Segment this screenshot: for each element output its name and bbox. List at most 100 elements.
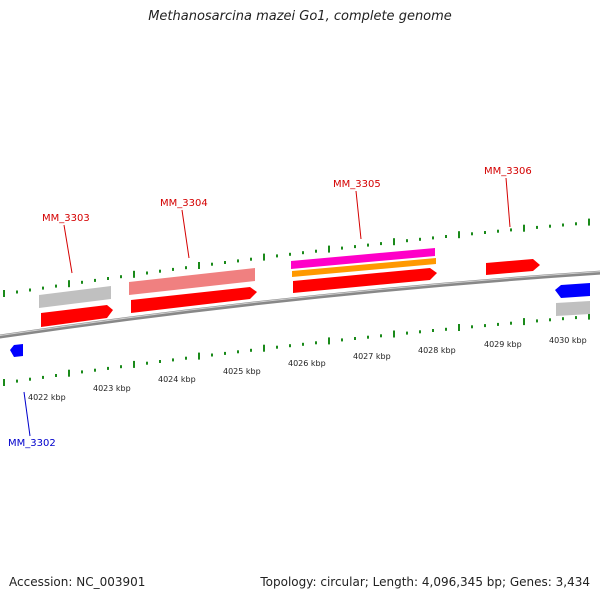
minor-tick xyxy=(432,329,434,332)
minor-tick xyxy=(29,377,31,381)
gene-mm-3303[interactable]: MM_3303 xyxy=(39,213,113,327)
gene-mm-3302[interactable]: MM_3302 xyxy=(8,344,56,449)
minor-tick xyxy=(237,259,239,263)
feature-reverse-cds[interactable] xyxy=(555,283,590,298)
major-tick xyxy=(458,231,460,239)
gene-mm-3306[interactable]: MM_3306 xyxy=(484,166,540,275)
gene-label: MM_3303 xyxy=(42,213,90,224)
minor-tick xyxy=(250,348,252,352)
gene-label-leader xyxy=(63,224,73,274)
major-tick xyxy=(588,218,590,226)
minor-tick xyxy=(497,322,499,326)
feature-orange[interactable] xyxy=(292,258,436,277)
feature-gene[interactable] xyxy=(129,268,255,295)
minor-tick xyxy=(341,338,343,342)
minor-tick xyxy=(211,262,213,266)
minor-tick xyxy=(42,375,44,379)
minor-tick xyxy=(55,284,57,288)
gene-label-leader xyxy=(23,391,31,437)
tick-label: 4030 kbp xyxy=(549,336,587,345)
minor-tick xyxy=(367,335,369,339)
minor-tick xyxy=(549,318,551,322)
major-tick xyxy=(263,344,265,352)
major-tick xyxy=(68,280,70,288)
minor-tick xyxy=(471,325,473,329)
feature-forward-cds[interactable] xyxy=(41,305,113,327)
feature-gene[interactable] xyxy=(39,286,111,308)
tick-label: 4028 kbp xyxy=(418,346,456,355)
minor-tick xyxy=(55,374,57,377)
minor-tick xyxy=(510,321,512,325)
minor-tick xyxy=(276,254,278,258)
minor-tick xyxy=(432,236,434,240)
minor-tick xyxy=(510,228,512,232)
gene-label: MM_3305 xyxy=(333,179,381,190)
minor-tick xyxy=(315,249,317,253)
minor-tick xyxy=(159,269,161,273)
major-tick xyxy=(523,224,525,232)
minor-tick xyxy=(380,242,382,246)
minor-tick xyxy=(16,290,18,294)
minor-tick xyxy=(536,225,538,229)
tick-label: 4026 kbp xyxy=(288,359,326,368)
minor-tick xyxy=(549,224,551,228)
major-tick xyxy=(393,330,395,338)
minor-tick xyxy=(224,261,226,264)
minor-tick xyxy=(42,286,44,290)
map-title: Methanosarcina mazei Go1, complete genom… xyxy=(148,9,452,24)
genome-backbone xyxy=(0,270,600,339)
minor-tick xyxy=(94,368,96,372)
genome-summary-text: Topology: circular; Length: 4,096,345 bp… xyxy=(260,575,590,589)
minor-tick xyxy=(341,246,343,250)
tick-label: 4029 kbp xyxy=(484,340,522,349)
gene-label-leader xyxy=(355,190,362,240)
upper-tick-track xyxy=(3,218,590,297)
gene-mm-3304[interactable]: MM_3304 xyxy=(129,198,257,313)
tick-label: 4023 kbp xyxy=(93,384,131,393)
minor-tick xyxy=(367,243,369,247)
minor-tick xyxy=(16,379,18,383)
feature-forward-cds[interactable] xyxy=(131,287,257,313)
minor-tick xyxy=(406,239,408,243)
gene-label: MM_3302 xyxy=(8,438,56,449)
gene-label: MM_3306 xyxy=(484,166,532,177)
feature-magenta[interactable] xyxy=(291,248,435,269)
minor-tick xyxy=(224,351,226,355)
feature-forward-cds[interactable] xyxy=(486,259,540,275)
major-tick xyxy=(198,352,200,360)
gene-mm-3305[interactable]: MM_3305 xyxy=(291,179,437,293)
minor-tick xyxy=(81,280,83,284)
minor-tick xyxy=(562,223,564,227)
minor-tick xyxy=(497,229,499,233)
feature-gene[interactable] xyxy=(556,301,590,316)
minor-tick xyxy=(185,356,187,360)
minor-tick xyxy=(94,278,96,282)
major-tick xyxy=(133,270,135,278)
major-tick xyxy=(198,262,200,269)
minor-tick xyxy=(146,271,148,275)
minor-tick xyxy=(172,358,174,362)
minor-tick xyxy=(536,319,538,323)
gene-right-edge[interactable] xyxy=(555,283,590,316)
tick-label: 4025 kbp xyxy=(223,367,261,376)
minor-tick xyxy=(159,360,161,363)
minor-tick xyxy=(276,345,278,349)
minor-tick xyxy=(302,251,304,255)
feature-forward-cds[interactable] xyxy=(293,268,437,293)
minor-tick xyxy=(289,252,291,256)
minor-tick xyxy=(146,361,148,365)
major-tick xyxy=(588,312,590,320)
minor-tick xyxy=(107,366,109,370)
minor-tick xyxy=(172,267,174,271)
tick-label: 4027 kbp xyxy=(353,352,391,361)
lower-tick-track xyxy=(3,312,590,386)
major-tick xyxy=(458,324,460,331)
major-tick xyxy=(263,253,265,261)
gene-label-leader xyxy=(181,209,190,259)
minor-tick xyxy=(445,235,447,238)
minor-tick xyxy=(185,266,187,270)
major-tick xyxy=(328,337,330,345)
feature-reverse-cds[interactable] xyxy=(10,344,23,357)
gene-label: MM_3304 xyxy=(160,198,208,209)
